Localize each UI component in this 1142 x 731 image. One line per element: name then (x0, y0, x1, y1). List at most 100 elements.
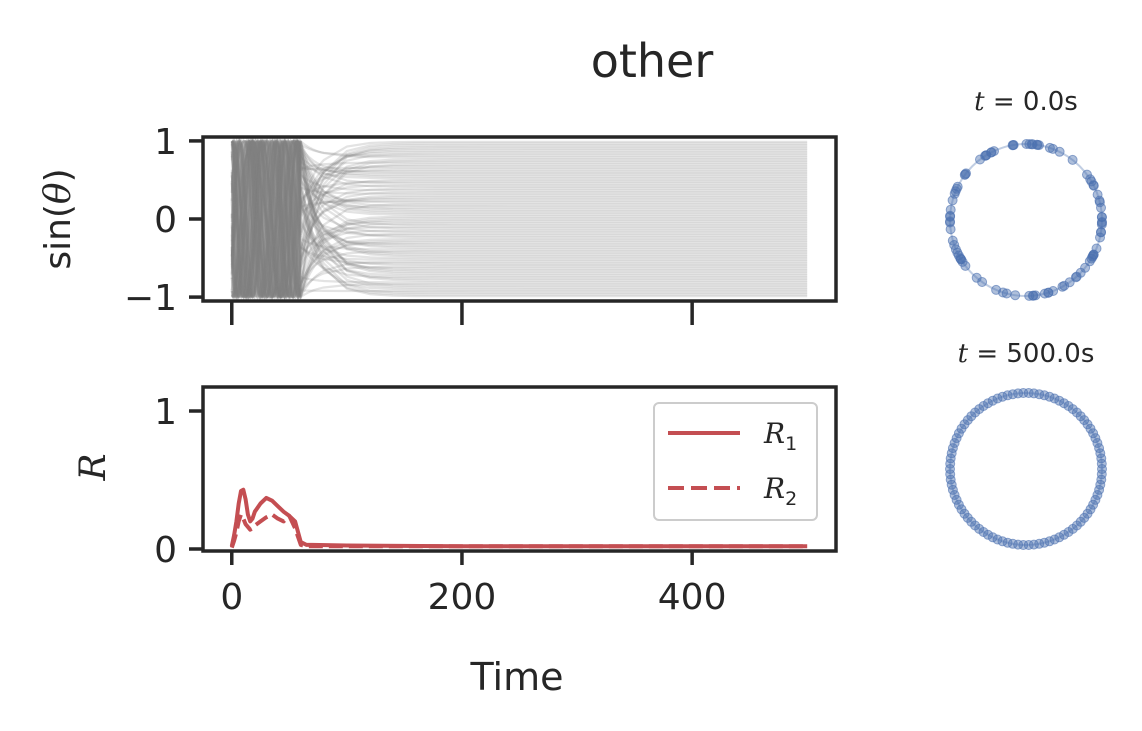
phase-point (977, 277, 988, 287)
oscillator-trace (230, 138, 808, 301)
oscillator-trace (230, 138, 808, 301)
oscillator-trace (230, 139, 808, 299)
phase-circle-end-panel: t = 500.0s (945, 339, 1107, 550)
phase-point (1023, 388, 1034, 398)
phase-point (1075, 516, 1086, 527)
oscillator-trace (230, 139, 808, 299)
oscillator-trace (230, 138, 808, 301)
oscillator-trace (230, 138, 808, 299)
oscillator-trace (230, 139, 808, 299)
phase-point (983, 398, 993, 409)
phase-point (945, 458, 956, 469)
oscillator-trace (230, 139, 808, 299)
phase-point (986, 147, 996, 158)
oscillator-trace (230, 138, 808, 300)
oscillator-trace (230, 137, 808, 301)
oscillator-trace (230, 139, 808, 299)
oscillator-trace (230, 139, 808, 300)
oscillator-trace (230, 138, 808, 301)
phase-point (1059, 529, 1069, 540)
top-y-label-var: θ (38, 182, 79, 204)
oscillator-trace (230, 137, 808, 301)
oscillator-trace (230, 138, 808, 300)
oscillator-trace (230, 139, 808, 299)
phase-point (949, 438, 960, 448)
top-y-ticks: 1 0 −1 (124, 122, 203, 319)
figure-title: other (591, 34, 714, 88)
top-y-label-suffix: ) (38, 168, 79, 182)
oscillator-trace (230, 139, 808, 299)
phase-point (1007, 140, 1018, 151)
phase-point (962, 415, 973, 426)
phase-point (1071, 407, 1082, 418)
phase-point (1096, 458, 1107, 469)
oscillator-trace (230, 138, 808, 301)
phase-point (1088, 428, 1099, 439)
oscillator-trace (230, 139, 808, 299)
top-y-label: sin(θ) (38, 168, 79, 269)
oscillator-trace (230, 140, 808, 302)
oscillator-trace (230, 138, 808, 300)
oscillator-trace (230, 136, 808, 300)
oscillator-trace (230, 137, 808, 301)
oscillator-trace (230, 139, 808, 299)
phase-point (1023, 540, 1034, 550)
oscillator-trace (230, 138, 808, 299)
oscillator-trace (230, 138, 808, 301)
circle-end-title: t = 500.0s (958, 339, 1095, 369)
phase-point (966, 516, 977, 527)
phase-point (1043, 287, 1054, 298)
phase-point (945, 217, 955, 228)
phase-point (1079, 512, 1090, 523)
phase-circle-end (945, 388, 1107, 550)
oscillator-traces (230, 136, 808, 302)
legend-label-r2: R2 (763, 472, 797, 510)
phase-point (1054, 532, 1065, 543)
phase-point (1001, 288, 1012, 299)
oscillator-trace (230, 138, 808, 300)
oscillator-trace (230, 137, 808, 300)
oscillator-trace (231, 137, 808, 301)
phase-point (1090, 494, 1101, 505)
oscillator-trace (230, 136, 808, 302)
oscillator-trace (230, 138, 808, 300)
phase-point (987, 532, 998, 543)
oscillator-trace (230, 137, 808, 301)
phase-point (1084, 256, 1095, 267)
phase-point (992, 534, 1003, 545)
phase-point (1067, 154, 1078, 165)
oscillator-trace (230, 137, 808, 300)
oscillator-trace (230, 139, 808, 299)
phase-point (1075, 411, 1086, 422)
oscillator-trace (230, 139, 808, 299)
phase-circle-start (945, 139, 1107, 301)
bottom-x-label: Time (470, 655, 564, 699)
order-parameter-lines (229, 487, 808, 549)
oscillator-trace (230, 137, 808, 301)
phase-point (947, 235, 958, 246)
oscillator-trace (230, 139, 808, 299)
phase-point (991, 284, 1002, 295)
phase-point (1088, 180, 1099, 191)
phase-point (1010, 290, 1021, 301)
phase-point (1090, 433, 1101, 444)
oscillator-trace (230, 138, 808, 300)
oscillator-trace (230, 137, 808, 299)
oscillator-trace (230, 138, 808, 300)
phase-point (957, 256, 968, 267)
oscillator-trace (230, 136, 808, 301)
oscillator-trace (230, 140, 808, 301)
bottom-x-tick-label: 200 (428, 577, 497, 618)
bottom-y-tick-label: 0 (154, 530, 177, 571)
phase-point (1096, 217, 1107, 228)
phase-point (1049, 393, 1060, 404)
oscillator-trace (230, 136, 808, 302)
phase-point (1092, 490, 1103, 500)
order-parameter-panel: 10 0 200 400 R Time R1 R2 (73, 385, 838, 699)
oscillator-trace (230, 139, 808, 299)
oscillator-trace (230, 138, 808, 301)
circle-start-title: t = 0.0s (974, 87, 1078, 117)
phase-point (945, 474, 956, 485)
oscillator-trace (230, 139, 808, 300)
phase-point (981, 150, 991, 161)
